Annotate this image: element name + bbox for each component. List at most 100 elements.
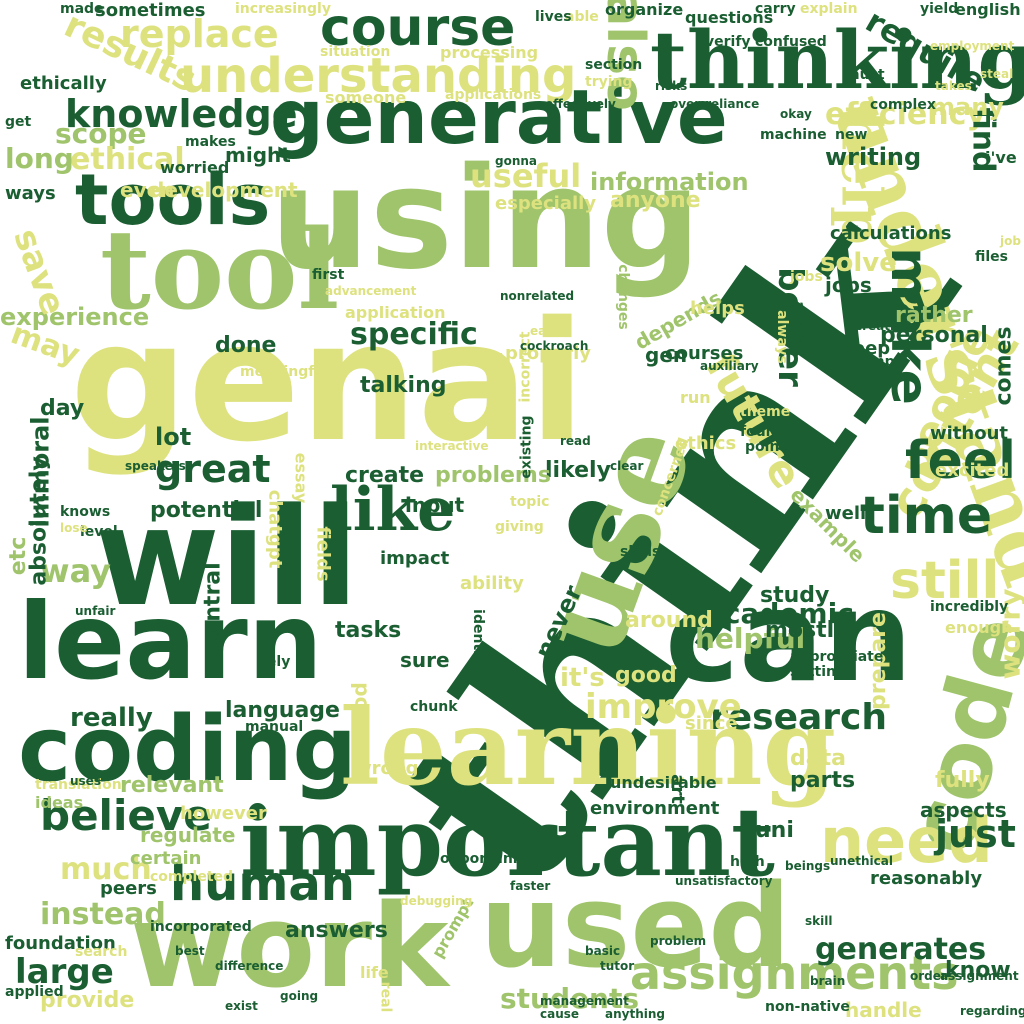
word-basic: basic xyxy=(585,944,621,958)
word-thinking: thinking xyxy=(650,13,1024,107)
word-need: need xyxy=(820,804,993,877)
word-fields: fields xyxy=(312,526,334,582)
word-large: large xyxy=(15,952,114,992)
word-etc: etc xyxy=(6,536,32,576)
word-specific: specific xyxy=(350,317,478,352)
word-wrong: wrong xyxy=(355,758,419,779)
word-fully: fully xyxy=(935,768,990,793)
word-english: english xyxy=(955,0,1021,19)
word-ive: i've xyxy=(985,148,1017,167)
word-efficiency: efficiency xyxy=(825,97,986,132)
word-knows: knows xyxy=(60,504,111,520)
word-generates: generates xyxy=(815,932,987,967)
word-coding: coding xyxy=(18,697,357,802)
word-assignment: assignment xyxy=(940,969,1019,983)
word-unfair: unfair xyxy=(75,604,116,618)
word-lot: lot xyxy=(155,423,192,451)
word-appropriate: appropriate xyxy=(790,649,884,665)
word-chunk: chunk xyxy=(410,699,458,715)
word-speakers: speakers xyxy=(125,459,186,473)
word-way: way xyxy=(40,552,112,590)
word-changes: changes xyxy=(614,264,631,330)
word-exist: exist xyxy=(225,999,258,1013)
word-learning: learning xyxy=(340,685,837,809)
word-study: study xyxy=(760,583,830,608)
word-nonrelated: nonrelated xyxy=(500,289,575,303)
word-believe: believe xyxy=(40,791,212,840)
word-learn: learn xyxy=(18,581,323,703)
word-problem: problem xyxy=(650,934,707,948)
word-peers: peers xyxy=(100,878,157,899)
word-settings: settings xyxy=(790,664,855,680)
word-order: order xyxy=(910,969,947,983)
word-immoral: immoral xyxy=(26,416,55,528)
word-brain: brain xyxy=(810,974,846,988)
word-good: good xyxy=(615,663,677,688)
word-worried: worried xyxy=(160,158,230,177)
word-time: time xyxy=(860,486,993,546)
word-ideas: ideas xyxy=(35,793,84,812)
word-development: development xyxy=(150,178,298,202)
word-found: found xyxy=(740,424,786,440)
word-genai: genai xyxy=(70,286,586,478)
word-trying: trying xyxy=(585,74,633,90)
word-writing: writing xyxy=(825,143,922,171)
word-section: section xyxy=(585,57,643,73)
word-parts: parts xyxy=(790,768,856,793)
word-using: using xyxy=(270,138,701,301)
word-enough: enough xyxy=(945,618,1013,637)
word-around: around xyxy=(625,608,713,633)
word-environment: environment xyxy=(590,798,720,819)
word-handle: handle xyxy=(845,998,922,1022)
word-made: made xyxy=(60,1,104,17)
word-get: get xyxy=(5,114,32,130)
word-provide: provide xyxy=(40,988,135,1013)
word-debugging: debugging xyxy=(400,894,473,908)
word-applied: applied xyxy=(5,984,64,1000)
word-know: know xyxy=(945,958,1011,983)
word-problems: problems xyxy=(435,463,551,488)
word-questions: questions xyxy=(685,8,774,27)
word-gen: gen xyxy=(645,343,688,367)
word-new: new xyxy=(835,127,868,143)
word-ethically: ethically xyxy=(20,73,107,94)
word-useful: useful xyxy=(470,157,582,195)
word-will: will xyxy=(95,479,359,636)
word-areas: areas xyxy=(788,300,810,358)
word-assignments: assignments xyxy=(630,946,959,1000)
word-personal: personal xyxy=(880,323,988,348)
word-ethical: ethical xyxy=(70,142,185,177)
word-jobs: jobs xyxy=(825,273,872,297)
word-yield: yield xyxy=(920,1,959,17)
word-someone: someone xyxy=(325,88,407,107)
word-tutor: tutor xyxy=(600,959,635,973)
word-calculations: calculations xyxy=(830,223,952,244)
word-run: run xyxy=(680,388,711,407)
word-without: without xyxy=(930,423,1009,444)
word-chatgpt: chatgpt xyxy=(264,489,286,569)
word-scope: scope xyxy=(55,117,147,150)
word-courses: courses xyxy=(665,343,744,364)
word-steal: steal xyxy=(980,67,1014,81)
word-however: however xyxy=(180,803,267,824)
word-many: many xyxy=(930,93,1004,121)
word-takes: takes xyxy=(935,79,972,93)
word-just: just xyxy=(935,812,1016,856)
word-machine: machine xyxy=(760,127,827,143)
word-students: students xyxy=(500,982,640,1015)
word-applications: applications xyxy=(445,87,542,103)
word-giving: giving xyxy=(495,519,544,535)
word-job: job xyxy=(1000,234,1021,248)
word-rely: rely xyxy=(260,654,291,670)
word-difference: difference xyxy=(215,959,284,973)
word-answers: answers xyxy=(285,918,388,943)
word-still: still xyxy=(890,551,1000,611)
word-life: life xyxy=(360,963,389,982)
word-improve: improve xyxy=(585,687,742,727)
word-data: data xyxy=(790,746,846,771)
word-lives: lives xyxy=(535,9,572,25)
word-since: since xyxy=(685,713,738,734)
word-create: create xyxy=(345,463,425,488)
word-like: like xyxy=(330,475,456,545)
